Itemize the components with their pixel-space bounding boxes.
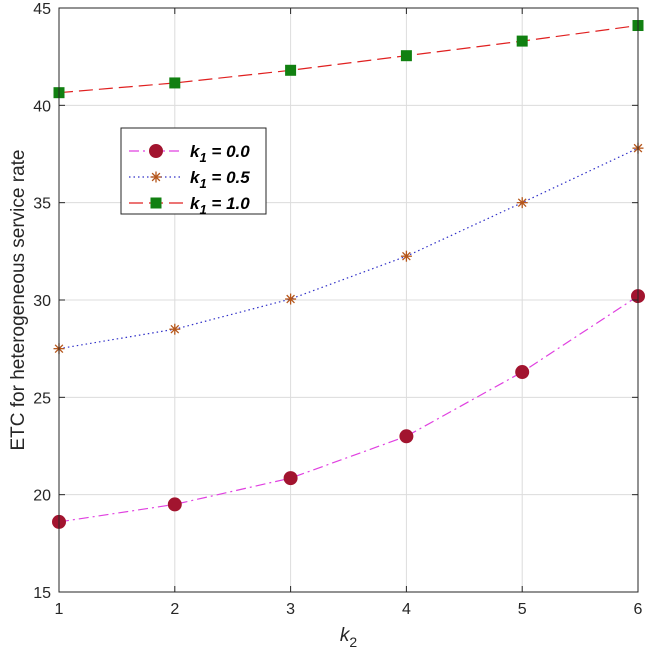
legend-box	[120, 127, 267, 215]
legend-label-sub: 1	[199, 150, 206, 165]
data-point-stroke	[151, 172, 161, 182]
x-tick-label: 4	[402, 601, 411, 618]
legend: k1 = 0.0k1 = 0.5k1 = 1.0	[120, 127, 267, 217]
y-tick-label: 25	[33, 390, 51, 407]
legend-label-sub: 1	[199, 176, 206, 191]
legend-label-rest: = 0.5	[207, 168, 251, 187]
x-axis-label-var: k	[340, 625, 351, 646]
legend-label-var: k	[190, 168, 201, 187]
x-axis-label: k2	[340, 625, 358, 650]
y-tick-label: 20	[33, 488, 51, 505]
legend-label-sub: 1	[199, 202, 206, 217]
data-point	[400, 250, 412, 262]
legend-label-rest: = 1.0	[207, 194, 251, 213]
y-tick-label: 40	[33, 98, 51, 115]
legend-label: k1 = 0.5	[190, 168, 250, 191]
x-tick-label: 3	[286, 601, 295, 618]
legend-label: k1 = 0.0	[190, 142, 250, 165]
ticks	[58, 7, 639, 593]
x-tick-label: 1	[55, 601, 64, 618]
data-point-stroke	[402, 251, 411, 261]
data-point	[169, 323, 181, 335]
data-point	[169, 77, 181, 89]
y-axis-label: ETC for heterogeneous service rate	[8, 150, 29, 451]
data-point	[516, 35, 528, 47]
data-point	[515, 365, 530, 380]
data-point-stroke	[517, 198, 527, 208]
y-tick-label: 45	[33, 1, 51, 18]
data-point	[150, 197, 162, 209]
legend-item: k1 = 0.5	[129, 168, 250, 191]
data-point	[399, 429, 414, 444]
y-tick-label: 15	[33, 585, 51, 602]
y-tick-label: 35	[33, 196, 51, 213]
x-tick-label: 6	[634, 601, 643, 618]
x-axis-label-sub: 2	[349, 634, 357, 650]
legend-label-var: k	[190, 194, 201, 213]
legend-label: k1 = 1.0	[190, 194, 250, 217]
legend-label-var: k	[190, 142, 201, 161]
series-1	[52, 289, 645, 529]
x-tick-label: 5	[518, 601, 527, 618]
legend-item: k1 = 1.0	[129, 194, 250, 217]
data-point	[285, 64, 297, 76]
x-tick-label: 2	[170, 601, 179, 618]
data-point	[283, 471, 298, 486]
y-tick-label: 30	[33, 293, 51, 310]
data-point	[516, 197, 528, 209]
data-point-stroke	[170, 324, 180, 334]
series-line	[58, 24, 639, 94]
data-point	[167, 497, 182, 512]
data-point-stroke	[286, 294, 295, 304]
data-point	[150, 171, 162, 183]
legend-item: k1 = 0.0	[129, 142, 250, 165]
data-point	[149, 144, 163, 158]
series-line	[58, 295, 639, 523]
data-point	[285, 293, 297, 305]
series-line	[58, 147, 639, 350]
data-point	[400, 50, 412, 62]
legend-label-rest: = 0.0	[207, 142, 251, 161]
